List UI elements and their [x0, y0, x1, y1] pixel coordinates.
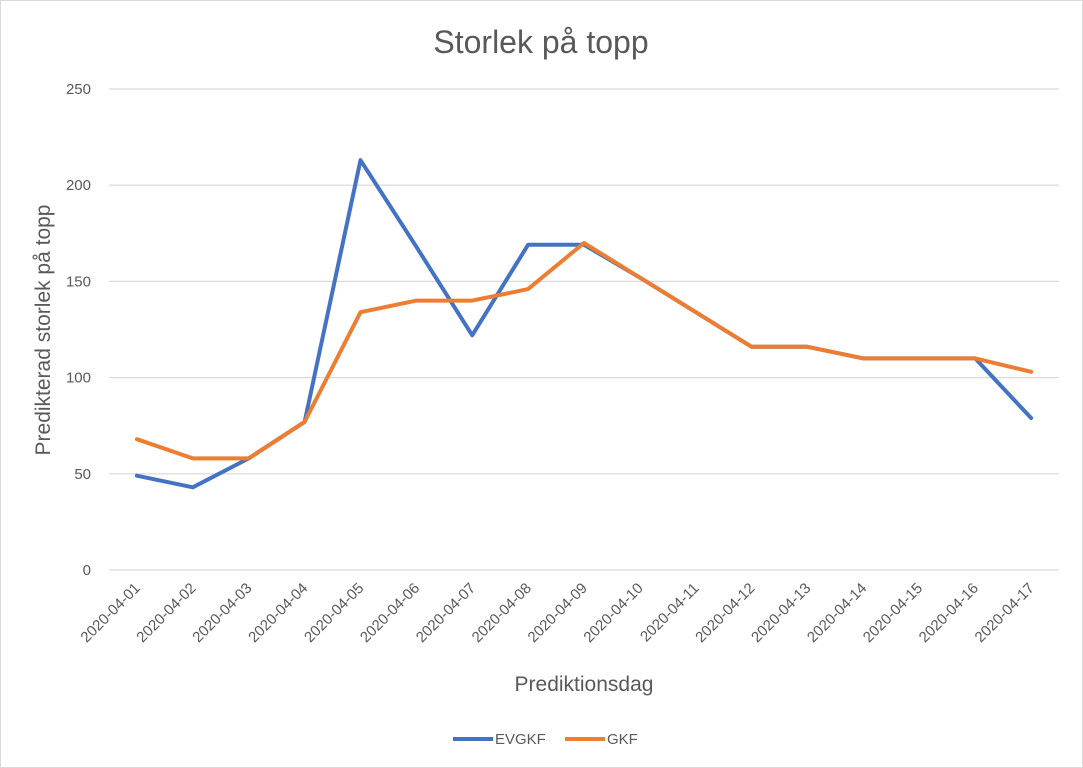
x-tick-label-9: 2020-04-10 [580, 580, 646, 646]
x-tick-label-1: 2020-04-02 [133, 580, 199, 646]
legend: EVGKF GKF [453, 731, 638, 748]
y-tick-label-5: 250 [66, 81, 91, 98]
x-axis-ticks: 2020-04-012020-04-022020-04-032020-04-04… [77, 580, 1037, 646]
x-tick-label-2: 2020-04-03 [189, 580, 255, 646]
y-tick-label-1: 50 [74, 466, 91, 483]
x-tick-label-6: 2020-04-07 [413, 580, 479, 646]
legend-item-gkf: GKF [565, 731, 638, 748]
x-tick-label-7: 2020-04-08 [469, 580, 535, 646]
x-tick-label-13: 2020-04-14 [804, 580, 870, 646]
legend-label-evgkf: EVGKF [495, 731, 546, 748]
series-lines [134, 158, 1034, 490]
x-tick-label-0: 2020-04-01 [77, 580, 143, 646]
x-axis-title: Prediktionsdag [515, 673, 654, 696]
chart-title: Storlek på topp [433, 24, 648, 60]
x-tick-label-4: 2020-04-05 [301, 580, 367, 646]
x-tick-label-16: 2020-04-17 [972, 580, 1038, 646]
y-tick-label-2: 100 [66, 370, 91, 387]
legend-label-gkf: GKF [607, 731, 638, 748]
y-tick-label-0: 0 [83, 562, 91, 579]
x-tick-label-14: 2020-04-15 [860, 580, 926, 646]
y-tick-label-4: 200 [66, 177, 91, 194]
y-axis-ticks: 0 50 100 150 200 250 [66, 81, 91, 579]
y-tick-label-3: 150 [66, 273, 91, 290]
legend-item-evgkf: EVGKF [453, 731, 546, 748]
x-tick-label-15: 2020-04-16 [916, 580, 982, 646]
x-tick-label-11: 2020-04-12 [692, 580, 758, 646]
x-tick-label-3: 2020-04-04 [245, 580, 311, 646]
series-line-gkf [134, 240, 1034, 461]
x-tick-label-5: 2020-04-06 [357, 580, 423, 646]
x-tick-label-12: 2020-04-13 [748, 580, 814, 646]
y-axis-title: Predikterad storlek på topp [32, 205, 55, 456]
gridlines [109, 88, 1059, 571]
series-line-evgkf [134, 158, 1034, 490]
x-tick-label-8: 2020-04-09 [525, 580, 591, 646]
